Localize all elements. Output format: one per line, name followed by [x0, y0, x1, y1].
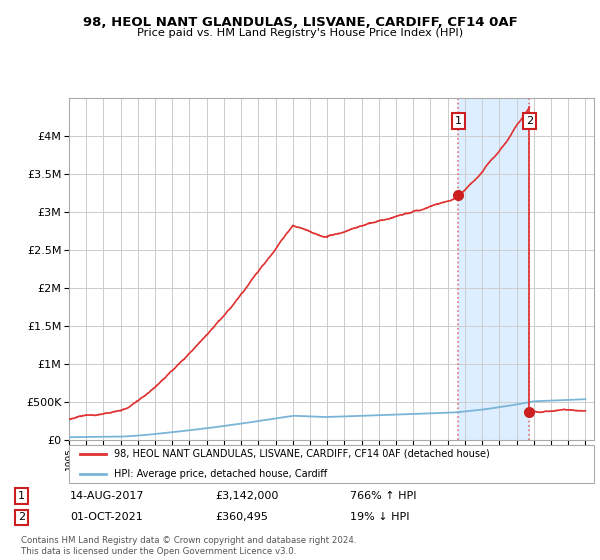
Text: £3,142,000: £3,142,000: [216, 491, 279, 501]
Text: 1: 1: [455, 116, 462, 126]
Text: 2: 2: [526, 116, 533, 126]
Text: Contains HM Land Registry data © Crown copyright and database right 2024.
This d: Contains HM Land Registry data © Crown c…: [21, 536, 356, 556]
Text: 2: 2: [18, 512, 25, 522]
Text: £360,495: £360,495: [216, 512, 269, 522]
Text: 98, HEOL NANT GLANDULAS, LISVANE, CARDIFF, CF14 0AF: 98, HEOL NANT GLANDULAS, LISVANE, CARDIF…: [83, 16, 517, 29]
Text: Price paid vs. HM Land Registry's House Price Index (HPI): Price paid vs. HM Land Registry's House …: [137, 28, 463, 38]
Text: HPI: Average price, detached house, Cardiff: HPI: Average price, detached house, Card…: [113, 469, 327, 479]
Bar: [458, 98, 529, 440]
Text: 01-OCT-2021: 01-OCT-2021: [70, 512, 143, 522]
Text: 98, HEOL NANT GLANDULAS, LISVANE, CARDIFF, CF14 0AF (detached house): 98, HEOL NANT GLANDULAS, LISVANE, CARDIF…: [113, 449, 490, 459]
Text: 14-AUG-2017: 14-AUG-2017: [70, 491, 145, 501]
Text: 19% ↓ HPI: 19% ↓ HPI: [350, 512, 409, 522]
Text: 766% ↑ HPI: 766% ↑ HPI: [350, 491, 416, 501]
Text: 1: 1: [18, 491, 25, 501]
FancyBboxPatch shape: [69, 445, 594, 483]
